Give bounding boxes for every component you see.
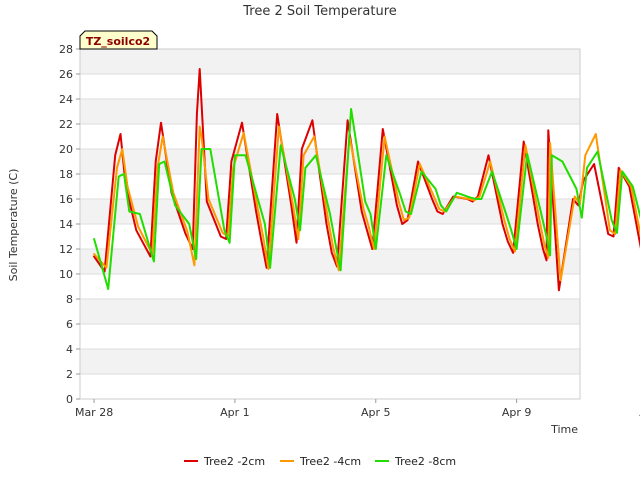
series-layer <box>93 68 640 292</box>
y-tick-label: 6 <box>66 318 73 331</box>
legend-item-3: Tree2 -8cm <box>375 455 456 468</box>
legend-label: Tree2 -8cm <box>394 455 456 468</box>
x-tick-label: Mar 28 <box>75 406 113 419</box>
y-tick-label: 0 <box>66 393 73 406</box>
background-band <box>80 49 580 74</box>
legend-item-1: Tree2 -2cm <box>184 455 265 468</box>
y-tick-label: 16 <box>59 193 73 206</box>
chart-title: Tree 2 Soil Temperature <box>242 4 397 19</box>
series-line-2 <box>93 125 640 282</box>
y-tick-label: 28 <box>59 43 73 56</box>
y-tick-label: 20 <box>59 143 73 156</box>
background-band <box>80 299 580 324</box>
legend-item-2: Tree2 -4cm <box>280 455 361 468</box>
badge-box <box>79 30 158 50</box>
y-tick-label: 2 <box>66 368 73 381</box>
y-tick-label: 24 <box>59 93 73 106</box>
y-tick-label: 12 <box>59 243 73 256</box>
legend-label: Tree2 -4cm <box>299 455 361 468</box>
y-tick-label: 14 <box>59 218 73 231</box>
y-axis-label: Soil Temperature (C) <box>7 169 20 282</box>
y-tick-label: 10 <box>59 268 73 281</box>
legend: Tree2 -2cm Tree2 -4cm Tree2 -8cm <box>184 455 456 468</box>
badge-text: TZ_soilco2 <box>86 35 150 48</box>
background-band <box>80 99 580 124</box>
station-badge: TZ_soilco2 <box>79 30 158 50</box>
x-tick-label: Apr 9 <box>502 406 532 419</box>
y-tick-label: 4 <box>66 343 73 356</box>
y-tick-label: 18 <box>59 168 73 181</box>
y-tick-label: 22 <box>59 118 73 131</box>
x-tick-label: Apr 5 <box>361 406 391 419</box>
background-band <box>80 249 580 274</box>
series-line-3 <box>93 108 640 290</box>
x-axis-label: Time <box>550 423 578 436</box>
background-band <box>80 349 580 374</box>
series-line-1 <box>93 68 640 292</box>
legend-label: Tree2 -2cm <box>203 455 265 468</box>
x-tick-label: Apr 1 <box>220 406 250 419</box>
y-tick-label: 8 <box>66 293 73 306</box>
y-tick-label: 26 <box>59 68 73 81</box>
